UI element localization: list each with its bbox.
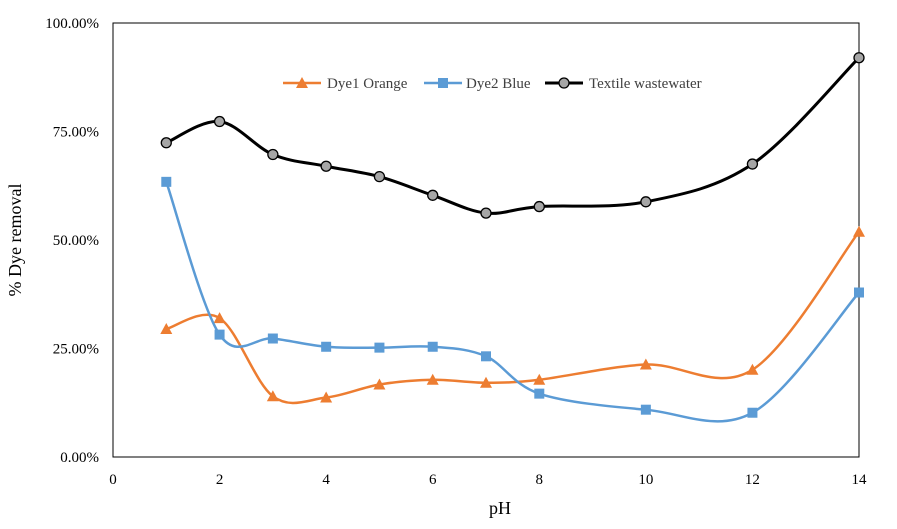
x-tick-label: 12: [745, 472, 760, 488]
data-point-dye2-blue: [374, 342, 385, 353]
data-point-dye2-blue: [640, 404, 651, 415]
data-point-dye1-orange: [480, 376, 492, 388]
legend-label-dye2-blue: Dye2 Blue: [466, 76, 531, 92]
data-point-dye2-blue: [481, 351, 491, 362]
legend-marker-dye2-blue: [438, 78, 448, 88]
data-point-textile-wastewater: [267, 148, 279, 161]
data-point-dye2-blue: [854, 287, 864, 298]
x-tick-label: 6: [429, 472, 437, 488]
legend-label-textile-wastewater: Textile wastewater: [589, 76, 702, 92]
data-point-textile-wastewater: [746, 158, 759, 170]
x-tick-label: 8: [536, 472, 544, 488]
data-point-textile-wastewater: [320, 160, 332, 172]
data-point-dye2-blue: [321, 341, 332, 352]
data-point-textile-wastewater: [640, 196, 652, 208]
x-tick-label: 2: [216, 472, 224, 488]
data-point-textile-wastewater: [533, 200, 545, 213]
data-point-dye2-blue: [267, 333, 278, 344]
series-textile-wastewater: [160, 52, 865, 219]
y-tick-label: 100.00%: [45, 16, 99, 32]
legend-label-dye1-orange: Dye1 Orange: [327, 76, 408, 92]
legend-item-dye2-blue: Dye2 Blue: [424, 76, 531, 92]
data-point-dye1-orange: [426, 373, 439, 385]
x-tick-label: 4: [322, 472, 330, 488]
y-tick-label: 75.00%: [53, 125, 99, 141]
data-point-dye2-blue: [534, 388, 545, 399]
data-point-textile-wastewater: [480, 207, 492, 219]
series-line-textile-wastewater: [165, 56, 861, 215]
series-line-dye1-orange: [165, 230, 860, 405]
data-point-dye1-orange: [853, 225, 865, 237]
data-point-textile-wastewater: [373, 170, 386, 183]
data-point-textile-wastewater: [160, 137, 172, 149]
data-point-dye1-orange: [533, 373, 546, 385]
y-tick-label: 0.00%: [60, 450, 99, 466]
data-point-dye2-blue: [161, 176, 172, 187]
data-point-dye1-orange: [320, 391, 333, 403]
x-tick-label: 14: [852, 472, 868, 488]
data-point-textile-wastewater: [427, 189, 439, 201]
series-line-dye2-blue: [165, 181, 860, 423]
legend: Dye1 Orange Dye2 Blue Textile wastewater: [283, 76, 702, 92]
x-axis-title: pH: [489, 498, 511, 518]
y-axis-title: % Dye removal: [5, 184, 25, 297]
data-point-dye1-orange: [639, 358, 652, 370]
x-axis-tick-labels: 0 2 4 6 8 10 12 14: [109, 472, 867, 488]
data-point-dye2-blue: [747, 407, 758, 418]
data-point-textile-wastewater: [213, 115, 226, 128]
legend-marker-dye1-orange: [296, 77, 308, 88]
y-axis-tick-labels: 0.00% 25.00% 50.00% 75.00% 100.00%: [45, 16, 99, 466]
legend-marker-textile-wastewater: [558, 77, 570, 89]
data-point-dye2-blue: [214, 329, 225, 340]
series-dye1-orange: [160, 225, 865, 405]
data-point-textile-wastewater: [853, 52, 865, 64]
data-point-dye1-orange: [213, 312, 226, 324]
series-dye2-blue: [161, 176, 864, 423]
data-point-dye2-blue: [427, 341, 438, 352]
y-tick-label: 50.00%: [53, 233, 99, 249]
series-layer: [160, 52, 865, 423]
data-point-dye1-orange: [373, 378, 386, 390]
data-point-dye1-orange: [160, 322, 173, 334]
legend-item-dye1-orange: Dye1 Orange: [283, 76, 408, 92]
data-point-dye1-orange: [746, 363, 759, 375]
plot-area-frame: [112, 22, 860, 458]
legend-item-textile-wastewater: Textile wastewater: [545, 76, 702, 92]
x-tick-label: 0: [109, 472, 117, 488]
y-tick-label: 25.00%: [53, 342, 99, 358]
x-tick-label: 10: [638, 472, 653, 488]
data-point-dye1-orange: [266, 390, 279, 402]
